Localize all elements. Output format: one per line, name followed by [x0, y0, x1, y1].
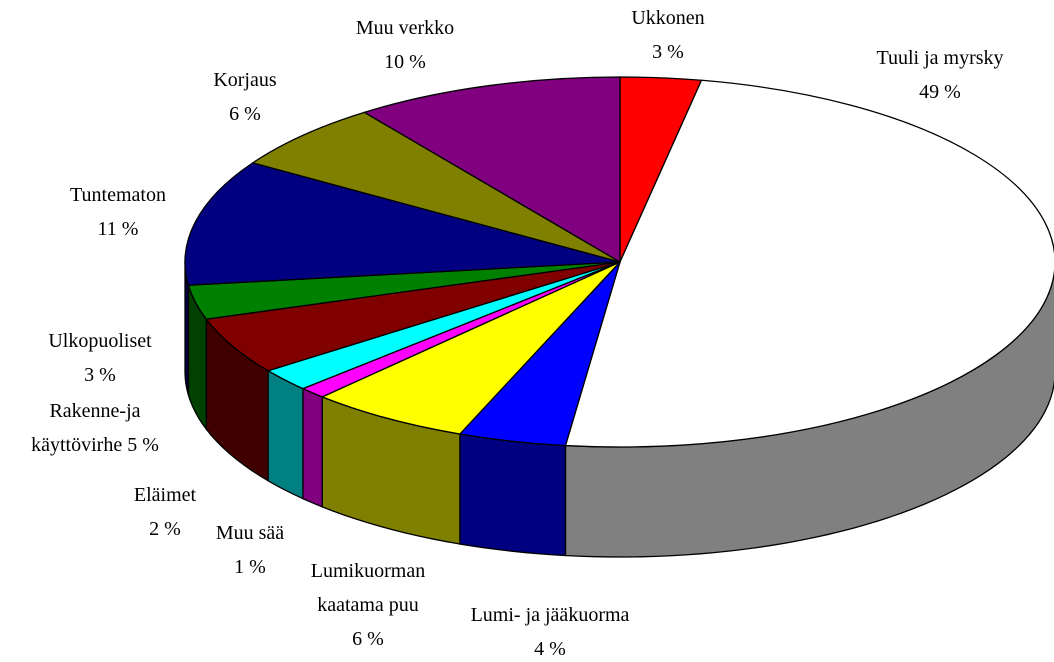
value-label: 3 %	[84, 364, 116, 386]
category-label: Muu verkko	[355, 17, 455, 39]
slice-side	[459, 433, 567, 557]
slice-label: Ulkopuoliset 3 %	[20, 324, 180, 392]
category-label: Lumi- ja jääkuorma	[470, 604, 630, 626]
slice	[251, 111, 621, 263]
category-label: Eläimet	[133, 484, 197, 506]
category-label: Lumikuorman kaatama puu	[310, 560, 426, 616]
slice-label: Muu verkko 10 %	[325, 11, 485, 79]
value-label: 6 %	[352, 628, 384, 650]
value-label: 3 %	[652, 41, 684, 63]
slice-label: Lumi- ja jääkuorma 4 %	[420, 598, 680, 662]
slice-label: Rakenne-ja käyttövirhe 5 %	[10, 394, 180, 462]
category-label: Ulkopuoliset	[48, 330, 152, 352]
value-label: 6 %	[229, 103, 261, 125]
slice-label: Ukkonen 3 %	[568, 1, 768, 69]
category-label: Korjaus	[213, 69, 277, 91]
category-label: Rakenne-ja käyttövirhe	[31, 400, 141, 456]
value-label: 10 %	[384, 51, 426, 73]
category-label: Tuuli ja myrsky	[876, 47, 1004, 69]
slice-label: Korjaus 6 %	[175, 63, 315, 131]
slice-label: Tuntematon 11 %	[38, 178, 198, 246]
value-label: 2 %	[149, 518, 181, 540]
value-label: 5 %	[127, 434, 159, 456]
slice-side	[302, 387, 323, 508]
category-label: Tuntematon	[70, 184, 166, 206]
slice	[320, 261, 621, 435]
slice	[184, 162, 621, 286]
slice-label: Muu sää 1 %	[190, 516, 310, 584]
category-label: Ukkonen	[631, 7, 705, 29]
slice-label: Lumikuorman kaatama puu 6 %	[298, 554, 438, 656]
slice-label: Tuuli ja myrsky 49 %	[830, 41, 1050, 109]
slice	[564, 79, 1054, 448]
category-label: Muu sää	[215, 522, 285, 544]
value-label: 11 %	[97, 218, 139, 240]
value-label: 1 %	[234, 556, 266, 578]
slice-label: Eläimet 2 %	[105, 478, 225, 546]
slice	[362, 76, 621, 264]
value-label: 4 %	[534, 638, 566, 660]
slice-side	[267, 369, 304, 500]
value-label: 49 %	[919, 81, 961, 103]
